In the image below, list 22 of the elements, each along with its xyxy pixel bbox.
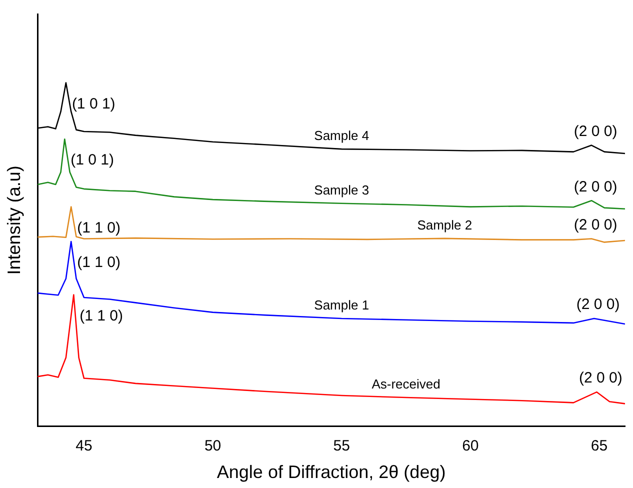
- series-label: Sample 1: [314, 298, 370, 313]
- annotation: (1 1 0): [80, 307, 124, 324]
- x-tick-label: 65: [590, 438, 608, 455]
- x-tick-label: 60: [462, 438, 479, 455]
- annotation: (1 0 1): [70, 152, 114, 169]
- annotation: (2 0 0): [576, 296, 620, 314]
- series-label: As-received: [372, 376, 440, 392]
- x-axis-title: Angle of Diffraction, 2θ (deg): [216, 462, 446, 482]
- y-axis-title: Intensity (a.u): [4, 166, 24, 275]
- annotation: (1 1 0): [77, 254, 120, 272]
- x-tick-label: 55: [333, 438, 350, 455]
- annotation: (2 0 0): [574, 122, 618, 140]
- x-tick-label: 50: [204, 438, 222, 455]
- annotation: (2 0 0): [574, 216, 618, 234]
- series-label: Sample 3: [314, 182, 370, 198]
- annotation: (2 0 0): [574, 178, 618, 196]
- series-label: Sample 4: [314, 128, 370, 144]
- annotation: (1 1 0): [77, 219, 120, 236]
- annotation: (2 0 0): [578, 370, 622, 387]
- series-label: Sample 2: [417, 217, 472, 232]
- x-tick-label: 45: [76, 438, 92, 455]
- annotation: (1 0 1): [72, 95, 116, 112]
